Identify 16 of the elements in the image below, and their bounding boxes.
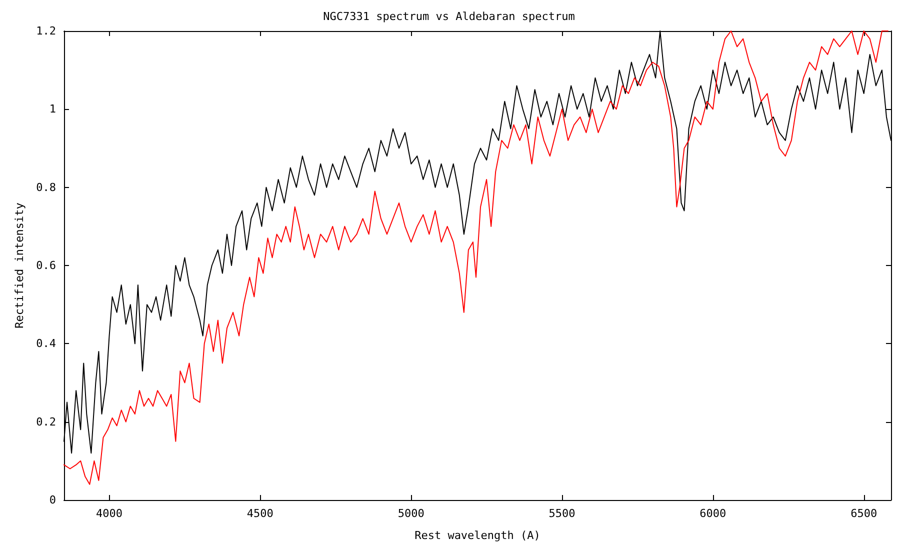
- y-axis-title: Rectified intensity: [13, 202, 26, 328]
- x-tick-label: 4500: [246, 507, 274, 520]
- x-tick-label: 6000: [700, 507, 726, 520]
- y-tick-label: 0.8: [36, 180, 56, 194]
- x-tick-label: 4000: [96, 507, 123, 520]
- y-tick-label: 1: [49, 102, 56, 116]
- y-tick-label: 1.2: [36, 24, 56, 38]
- x-tick-label: 5000: [398, 507, 424, 520]
- y-tick-label: 0.2: [36, 415, 56, 428]
- x-tick-label: 6500: [850, 507, 878, 520]
- y-tick-label: 0: [49, 494, 56, 506]
- chart-title: NGC7331 spectrum vs Aldebaran spectrum: [323, 10, 576, 23]
- y-tick-label: 0.4: [36, 337, 56, 350]
- x-axis-title: Rest wavelength (A): [414, 529, 540, 542]
- x-tick-label: 5500: [548, 507, 576, 520]
- y-tick-label: 0.6: [36, 259, 56, 272]
